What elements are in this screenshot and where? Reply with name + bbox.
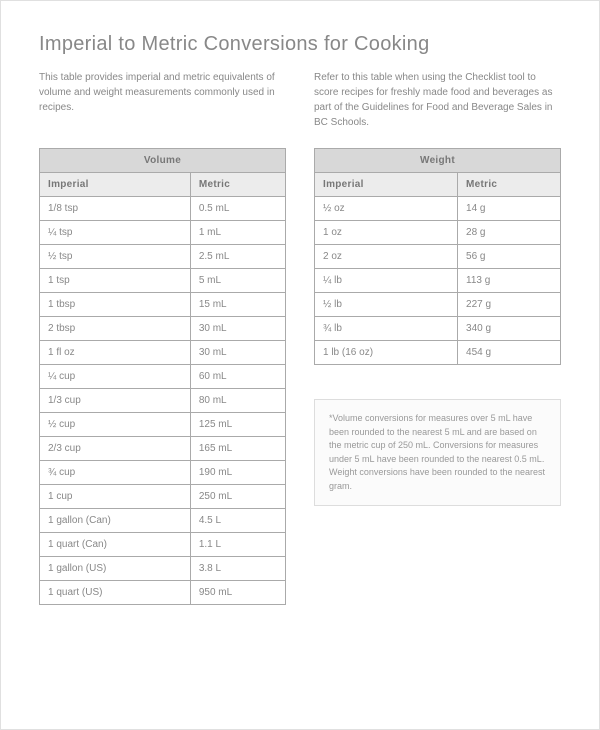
volume-cell: 1 quart (US): [40, 581, 191, 605]
volume-cell: 1 fl oz: [40, 341, 191, 365]
table-row: 1 tsp5 mL: [40, 269, 286, 293]
weight-cell: ¾ lb: [315, 317, 458, 341]
table-row: 1 quart (Can)1.1 L: [40, 533, 286, 557]
weight-table-title: Weight: [315, 149, 561, 173]
weight-cell: ¼ lb: [315, 269, 458, 293]
volume-cell: 1 gallon (Can): [40, 509, 191, 533]
volume-cell: 125 mL: [190, 413, 285, 437]
volume-cell: 2.5 mL: [190, 245, 285, 269]
volume-cell: 80 mL: [190, 389, 285, 413]
intro-right: Refer to this table when using the Check…: [314, 70, 561, 130]
table-row: 1 quart (US)950 mL: [40, 581, 286, 605]
table-row: 2/3 cup165 mL: [40, 437, 286, 461]
tables-row: Volume Imperial Metric 1/8 tsp0.5 mL¼ ts…: [39, 148, 561, 605]
volume-cell: 3.8 L: [190, 557, 285, 581]
weight-cell: 227 g: [458, 293, 561, 317]
footnote: *Volume conversions for measures over 5 …: [314, 399, 561, 506]
intro-left: This table provides imperial and metric …: [39, 70, 286, 130]
weight-cell: 1 lb (16 oz): [315, 341, 458, 365]
weight-cell: 56 g: [458, 245, 561, 269]
volume-cell: 60 mL: [190, 365, 285, 389]
weight-col-metric: Metric: [458, 173, 561, 197]
volume-cell: 1.1 L: [190, 533, 285, 557]
table-row: 1 cup250 mL: [40, 485, 286, 509]
table-row: 1 tbsp15 mL: [40, 293, 286, 317]
table-row: ½ oz14 g: [315, 197, 561, 221]
volume-cell: 950 mL: [190, 581, 285, 605]
volume-table-title: Volume: [40, 149, 286, 173]
weight-cell: ½ lb: [315, 293, 458, 317]
table-row: 1 gallon (Can)4.5 L: [40, 509, 286, 533]
volume-col-imperial: Imperial: [40, 173, 191, 197]
table-row: ½ cup125 mL: [40, 413, 286, 437]
weight-cell: 340 g: [458, 317, 561, 341]
intro-row: This table provides imperial and metric …: [39, 70, 561, 130]
weight-table: Weight Imperial Metric ½ oz14 g1 oz28 g2…: [314, 148, 561, 365]
table-row: 1/8 tsp0.5 mL: [40, 197, 286, 221]
weight-col-imperial: Imperial: [315, 173, 458, 197]
volume-cell: 1 tbsp: [40, 293, 191, 317]
volume-cell: 1 cup: [40, 485, 191, 509]
table-row: ¾ lb340 g: [315, 317, 561, 341]
weight-cell: 14 g: [458, 197, 561, 221]
table-row: 1/3 cup80 mL: [40, 389, 286, 413]
volume-cell: 250 mL: [190, 485, 285, 509]
table-row: ½ tsp2.5 mL: [40, 245, 286, 269]
volume-cell: 2/3 cup: [40, 437, 191, 461]
table-row: ¼ lb113 g: [315, 269, 561, 293]
table-row: 1 fl oz30 mL: [40, 341, 286, 365]
volume-cell: 30 mL: [190, 317, 285, 341]
volume-cell: 1/8 tsp: [40, 197, 191, 221]
volume-cell: 190 mL: [190, 461, 285, 485]
table-row: 2 oz56 g: [315, 245, 561, 269]
table-row: 2 tbsp30 mL: [40, 317, 286, 341]
volume-cell: 1 gallon (US): [40, 557, 191, 581]
volume-cell: 165 mL: [190, 437, 285, 461]
volume-cell: 1/3 cup: [40, 389, 191, 413]
volume-column: Volume Imperial Metric 1/8 tsp0.5 mL¼ ts…: [39, 148, 286, 605]
table-row: ¼ cup60 mL: [40, 365, 286, 389]
weight-cell: 454 g: [458, 341, 561, 365]
volume-cell: 2 tbsp: [40, 317, 191, 341]
weight-cell: 1 oz: [315, 221, 458, 245]
weight-column: Weight Imperial Metric ½ oz14 g1 oz28 g2…: [314, 148, 561, 506]
volume-table: Volume Imperial Metric 1/8 tsp0.5 mL¼ ts…: [39, 148, 286, 605]
volume-cell: ¾ cup: [40, 461, 191, 485]
volume-col-metric: Metric: [190, 173, 285, 197]
volume-cell: 1 tsp: [40, 269, 191, 293]
table-row: 1 gallon (US)3.8 L: [40, 557, 286, 581]
volume-cell: 15 mL: [190, 293, 285, 317]
page-title: Imperial to Metric Conversions for Cooki…: [39, 33, 561, 56]
weight-cell: 28 g: [458, 221, 561, 245]
volume-cell: 5 mL: [190, 269, 285, 293]
table-row: ¾ cup190 mL: [40, 461, 286, 485]
volume-cell: ½ cup: [40, 413, 191, 437]
volume-cell: 1 mL: [190, 221, 285, 245]
volume-cell: 0.5 mL: [190, 197, 285, 221]
table-row: ¼ tsp1 mL: [40, 221, 286, 245]
volume-cell: 4.5 L: [190, 509, 285, 533]
volume-cell: ¼ tsp: [40, 221, 191, 245]
table-row: 1 lb (16 oz)454 g: [315, 341, 561, 365]
weight-cell: 2 oz: [315, 245, 458, 269]
volume-cell: 1 quart (Can): [40, 533, 191, 557]
weight-cell: 113 g: [458, 269, 561, 293]
table-row: 1 oz28 g: [315, 221, 561, 245]
volume-cell: ½ tsp: [40, 245, 191, 269]
weight-cell: ½ oz: [315, 197, 458, 221]
table-row: ½ lb227 g: [315, 293, 561, 317]
volume-cell: ¼ cup: [40, 365, 191, 389]
volume-cell: 30 mL: [190, 341, 285, 365]
